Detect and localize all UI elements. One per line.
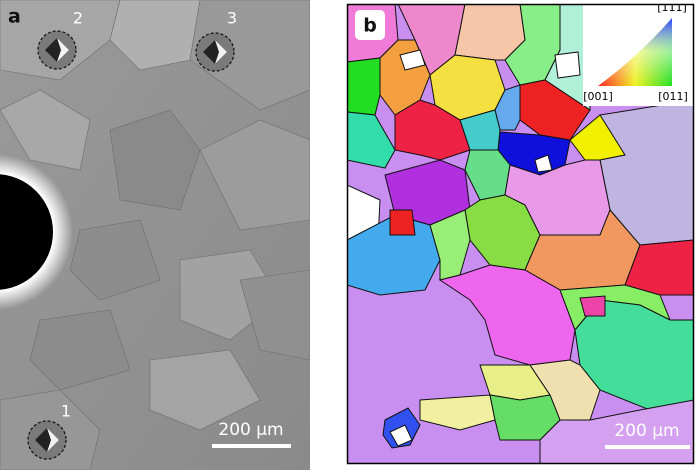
panel-label: a bbox=[8, 6, 21, 28]
grain-contrast bbox=[0, 0, 310, 470]
grain bbox=[419, 394, 496, 431]
hole bbox=[0, 174, 53, 290]
grain bbox=[624, 239, 694, 296]
map-frame bbox=[346, 3, 695, 465]
panel-a: 1 2 3 a 200 µm bbox=[0, 0, 310, 470]
scale-bar-label: 200 µm bbox=[614, 421, 679, 441]
grain bbox=[347, 111, 396, 169]
grain bbox=[189, 0, 310, 111]
panel-b: [111] [001] [011] b 200 µm bbox=[347, 1, 694, 464]
grain bbox=[399, 49, 426, 71]
grain bbox=[109, 109, 201, 211]
indent-face bbox=[47, 428, 59, 452]
grain bbox=[554, 51, 581, 79]
indent-label: 2 bbox=[73, 9, 83, 28]
legend-label: [001] bbox=[583, 90, 613, 103]
indent-label: 1 bbox=[61, 402, 71, 421]
grain bbox=[389, 424, 413, 447]
ipf-triangle-shading bbox=[598, 18, 672, 86]
scale-bar-label: 200 µm bbox=[218, 420, 283, 440]
grain bbox=[109, 0, 201, 71]
indent-face bbox=[57, 38, 69, 62]
grain bbox=[239, 269, 310, 361]
legend-label: [011] bbox=[658, 90, 688, 103]
grain bbox=[69, 219, 161, 301]
grain bbox=[29, 309, 131, 391]
panel-label: b bbox=[363, 15, 377, 37]
grain bbox=[459, 109, 501, 151]
grain bbox=[534, 154, 553, 173]
indents: 1 2 3 bbox=[27, 9, 237, 460]
grain bbox=[0, 89, 91, 171]
grain bbox=[438, 264, 576, 366]
panel-label-box bbox=[355, 10, 385, 40]
grain bbox=[149, 349, 261, 431]
grain bbox=[389, 209, 416, 236]
legend-label: [111] bbox=[657, 1, 687, 14]
grain bbox=[199, 119, 310, 231]
indent-label: 3 bbox=[227, 9, 237, 28]
grain bbox=[579, 295, 606, 317]
indent-face bbox=[215, 40, 227, 64]
grain bbox=[347, 57, 381, 116]
